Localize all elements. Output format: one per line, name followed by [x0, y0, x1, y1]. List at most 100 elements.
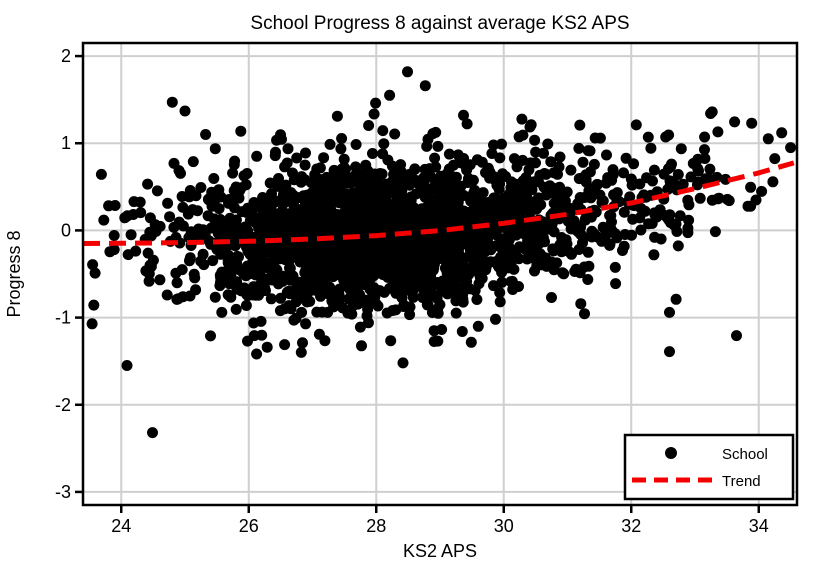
scatter-point: [785, 142, 797, 154]
scatter-point: [151, 185, 163, 197]
scatter-point: [627, 213, 639, 225]
scatter-point: [523, 205, 535, 217]
scatter-point: [272, 250, 284, 262]
scatter-point: [517, 175, 529, 187]
scatter-point: [368, 108, 380, 120]
scatter-point: [208, 173, 220, 184]
scatter-point: [144, 226, 156, 238]
scatter-point: [756, 185, 768, 197]
scatter-point: [103, 200, 115, 212]
scatter-point: [262, 210, 274, 222]
scatter-point: [164, 211, 176, 223]
scatter-point: [674, 210, 686, 222]
scatter-point: [190, 190, 202, 202]
scatter-point: [607, 164, 619, 176]
scatter-point: [185, 226, 197, 238]
scatter-point: [418, 182, 430, 194]
scatter-point: [229, 155, 241, 167]
scatter-point: [313, 202, 324, 214]
scatter-point: [261, 341, 273, 353]
scatter-point: [122, 210, 133, 222]
scatter-point: [456, 216, 468, 227]
scatter-point: [209, 143, 221, 155]
scatter-point: [579, 308, 590, 320]
scatter-point: [297, 337, 308, 349]
scatter-point: [545, 220, 557, 232]
scatter-point: [259, 282, 271, 293]
scatter-point: [324, 138, 336, 150]
scatter-point: [427, 128, 439, 140]
scatter-point: [355, 274, 366, 286]
scatter-point: [314, 174, 326, 185]
scatter-point: [311, 163, 323, 175]
scatter-point: [198, 259, 210, 271]
scatter-point: [619, 229, 631, 240]
y-tick-label: 1: [61, 133, 71, 153]
scatter-point: [486, 148, 498, 159]
scatter-point: [414, 243, 426, 255]
scatter-point: [300, 318, 312, 330]
scatter-point: [430, 290, 442, 302]
scatter-point: [282, 143, 294, 155]
scatter-point: [590, 206, 602, 218]
scatter-point: [436, 324, 448, 335]
scatter-point: [507, 284, 519, 295]
scatter-point: [173, 165, 185, 177]
scatter-point: [494, 178, 506, 190]
scatter-point: [279, 161, 291, 173]
scatter-point: [465, 195, 477, 207]
scatter-point: [331, 110, 343, 122]
scatter-point: [190, 284, 202, 296]
scatter-point: [223, 197, 234, 209]
scatter-point: [154, 220, 166, 232]
scatter-point: [281, 286, 293, 298]
scatter-point: [293, 284, 305, 296]
scatter-point: [255, 315, 267, 327]
y-tick-label: -3: [55, 482, 71, 502]
scatter-point: [584, 145, 596, 157]
scatter-point: [531, 220, 543, 232]
scatter-point: [417, 290, 429, 302]
scatter-point: [391, 197, 403, 209]
scatter-point: [666, 158, 677, 170]
scatter-point: [720, 173, 732, 185]
scatter-point: [307, 193, 319, 205]
scatter-point: [450, 307, 462, 319]
scatter-point: [418, 204, 430, 216]
scatter-point: [601, 149, 612, 161]
scatter-point: [642, 131, 654, 143]
scatter-point: [438, 189, 450, 201]
scatter-point: [438, 236, 450, 248]
scatter-point: [507, 250, 519, 262]
scatter-point: [473, 231, 485, 243]
scatter-point: [582, 274, 594, 285]
scatter-point: [645, 142, 657, 154]
scatter-point: [598, 233, 610, 245]
scatter-point: [524, 121, 536, 133]
scatter-point: [271, 264, 283, 276]
scatter-point: [524, 230, 536, 242]
scatter-point: [378, 138, 390, 150]
scatter-point: [482, 205, 494, 217]
scatter-point: [276, 133, 287, 145]
scatter-point: [664, 306, 675, 318]
scatter-point: [683, 214, 695, 226]
scatter-point: [382, 217, 394, 229]
scatter-point: [550, 196, 562, 208]
scatter-point: [88, 299, 100, 311]
scatter-point: [87, 259, 99, 271]
scatter-point: [230, 303, 242, 315]
scatter-point: [229, 236, 241, 248]
scatter-point: [663, 214, 675, 226]
scatter-point: [235, 125, 247, 137]
scatter-point: [313, 276, 325, 288]
scatter-point: [500, 171, 512, 182]
scatter-point: [618, 167, 629, 179]
scatter-point: [556, 232, 568, 243]
scatter-point: [488, 280, 499, 292]
scatter-point: [300, 147, 311, 159]
scatter-point: [664, 346, 675, 358]
y-tick-label: -1: [55, 308, 71, 328]
scatter-point: [335, 143, 347, 155]
